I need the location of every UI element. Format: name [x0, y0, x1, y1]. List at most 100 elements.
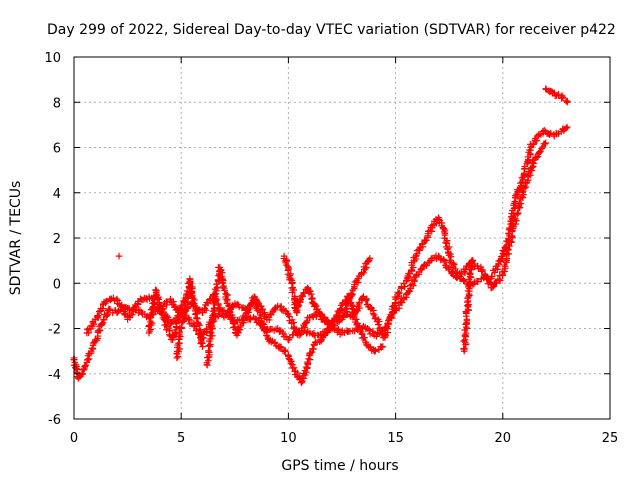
data-point — [563, 98, 571, 106]
data-point — [305, 355, 312, 363]
data-point — [307, 349, 314, 357]
data-point — [214, 284, 221, 292]
y-tick-label: -4 — [48, 368, 61, 383]
data-point — [82, 362, 89, 369]
data-point — [488, 284, 496, 292]
data-point — [514, 209, 521, 217]
data-point — [211, 304, 218, 312]
data-point — [460, 345, 468, 352]
data-point — [363, 264, 370, 271]
data-point — [199, 343, 206, 350]
data-point — [90, 320, 98, 328]
data-point — [562, 124, 570, 132]
data-point — [478, 268, 485, 275]
data-point — [190, 300, 198, 307]
data-point — [446, 258, 454, 266]
data-point — [313, 313, 320, 320]
data-point — [225, 302, 233, 310]
data-point — [221, 287, 228, 294]
data-point — [538, 145, 546, 152]
data-point — [373, 333, 380, 340]
data-point — [541, 140, 549, 148]
data-point — [474, 278, 481, 285]
data-point — [411, 278, 418, 285]
data-point — [289, 289, 296, 296]
data-point — [285, 353, 292, 360]
data-point — [262, 326, 270, 333]
x-tick-label: 25 — [602, 431, 619, 446]
data-point — [282, 348, 289, 355]
data-point — [196, 334, 204, 342]
data-point — [468, 264, 475, 271]
data-point — [296, 297, 304, 305]
data-point — [512, 215, 519, 223]
data-point — [208, 332, 216, 340]
data-point — [409, 282, 417, 289]
data-point — [361, 334, 368, 341]
data-point — [148, 304, 156, 312]
data-point — [81, 363, 88, 371]
x-tick-label: 5 — [177, 431, 185, 446]
data-point — [297, 327, 305, 335]
data-point — [542, 139, 549, 147]
data-point — [533, 154, 541, 161]
x-tick-label: 15 — [387, 431, 404, 446]
data-point — [277, 343, 285, 351]
data-point — [437, 255, 444, 262]
data-point — [256, 311, 264, 319]
y-axis-ticks: -6 -4 -2 0 2 4 6 8 10 — [44, 51, 610, 428]
data-point — [481, 272, 489, 279]
data-point — [295, 302, 302, 310]
data-point — [516, 185, 523, 193]
data-point — [252, 304, 260, 311]
data-point — [201, 305, 208, 313]
data-point — [289, 364, 296, 372]
data-point — [119, 305, 127, 312]
data-point — [502, 258, 510, 266]
x-axis-title: GPS time / hours — [281, 458, 398, 474]
data-point — [309, 345, 316, 353]
data-point — [237, 323, 244, 331]
data-point — [355, 323, 363, 330]
data-point — [78, 370, 86, 378]
x-tick-label: 10 — [280, 431, 297, 446]
data-point — [299, 293, 306, 300]
data-point — [150, 303, 157, 310]
data-point — [460, 337, 468, 345]
data-point — [150, 300, 158, 307]
data-point — [493, 279, 500, 287]
data-point — [191, 310, 199, 318]
data-point — [395, 290, 402, 298]
data-point — [186, 278, 193, 286]
data-point — [374, 321, 382, 328]
data-point — [205, 357, 212, 365]
data-point — [519, 189, 526, 196]
data-point — [488, 273, 495, 280]
data-point — [463, 316, 471, 323]
data-point — [369, 310, 377, 318]
x-tick-label: 0 — [70, 431, 78, 446]
data-point — [467, 274, 475, 281]
y-tick-label: -2 — [48, 323, 61, 338]
data-point — [251, 315, 259, 322]
data-point — [293, 307, 301, 315]
data-point — [460, 276, 467, 284]
data-point — [360, 293, 367, 300]
data-point — [113, 295, 121, 303]
data-point — [301, 289, 309, 296]
data-point — [444, 245, 451, 253]
x-axis-ticks: 0 5 10 15 20 25 — [70, 57, 618, 446]
data-point — [563, 123, 571, 131]
data-marks — [70, 85, 571, 387]
data-point — [278, 306, 286, 314]
data-point — [559, 93, 566, 101]
data-point — [240, 314, 248, 322]
grid-lines — [74, 57, 610, 419]
data-point — [207, 329, 214, 336]
data-point — [383, 324, 390, 332]
data-point — [110, 294, 117, 302]
data-point — [247, 314, 254, 322]
data-point — [375, 318, 383, 325]
data-point — [366, 255, 374, 262]
data-point — [540, 127, 548, 134]
